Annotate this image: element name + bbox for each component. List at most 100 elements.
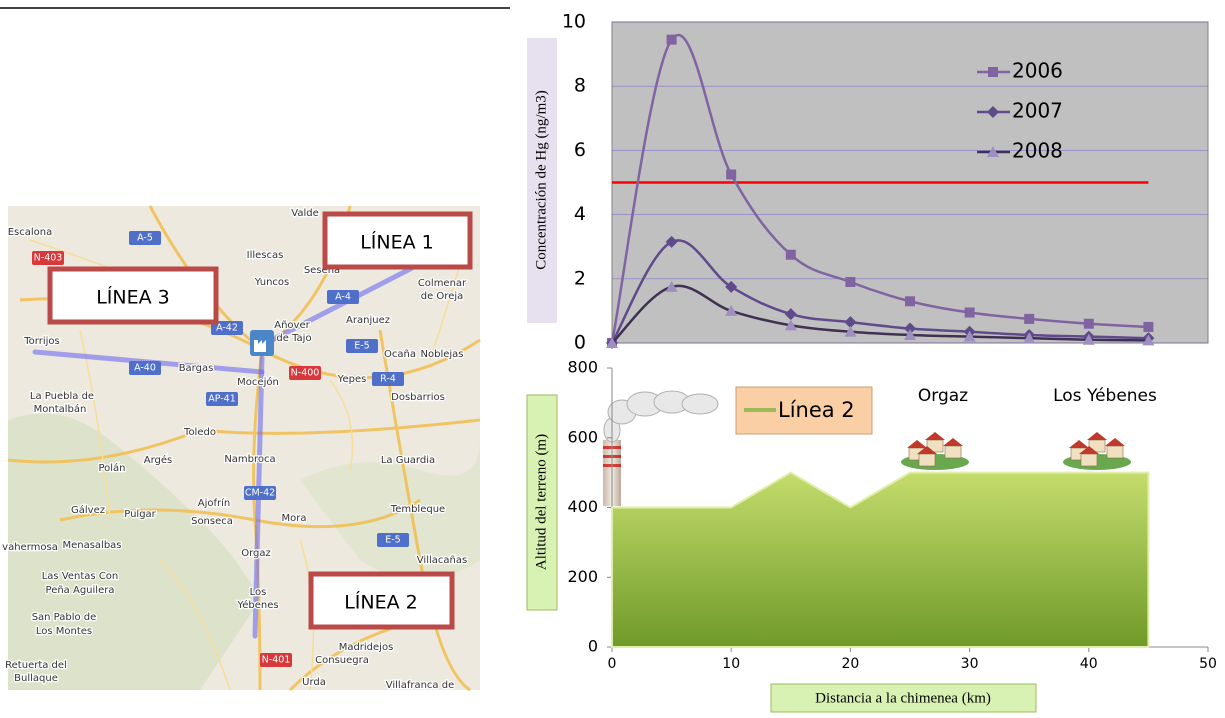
map-label: Valde (291, 208, 318, 219)
road-shield-label: R-4 (380, 374, 396, 385)
house-roof (925, 432, 945, 440)
y-axis-label: Altitud del terreno (m) (533, 434, 549, 570)
marker (965, 308, 975, 318)
map-label: Menasalbas (62, 540, 121, 551)
marker (1143, 322, 1153, 332)
marker (845, 277, 855, 287)
road-shield-label: N-401 (262, 655, 291, 666)
road-shield: E-5 (377, 533, 409, 547)
map-label: Peña Aguilera (46, 585, 115, 596)
legend-label: 2006 (1012, 59, 1063, 83)
map-label: Nambroca (224, 454, 275, 465)
line-label: LÍNEA 2 (344, 591, 418, 614)
road-shield-label: CM-42 (245, 488, 275, 499)
house-roof (907, 440, 927, 448)
y-tick-label: 4 (574, 203, 586, 225)
map-label: Bargas (179, 363, 214, 374)
map-label: de Oreja (421, 291, 464, 302)
x-tick-label: 40 (1080, 656, 1098, 672)
road-shield: N-403 (32, 251, 64, 265)
map-label: La Guardia (381, 455, 435, 466)
legend-label: 2007 (1012, 99, 1063, 123)
marker (667, 35, 677, 45)
map-label: Escalona (8, 227, 53, 238)
road-shield-label: AP-41 (208, 394, 236, 405)
y-axis-label: Concentración de Hg (ng/m3) (533, 90, 549, 270)
x-tick-label: 10 (722, 656, 740, 672)
x-axis-label: Distancia a la chimenea (km) (815, 690, 991, 706)
road-shield-label: A-42 (216, 323, 238, 334)
line-label: LÍNEA 1 (360, 231, 434, 254)
road-shield: CM-42 (244, 486, 276, 500)
road-shield: A-5 (129, 231, 161, 245)
map-label: Argés (144, 454, 173, 466)
map-label: Ocaña (384, 349, 416, 360)
map-label: Los (250, 587, 267, 598)
house-roof (943, 438, 963, 446)
house-roof (1105, 438, 1125, 446)
y-tick-label: 8 (574, 75, 586, 97)
map-label: Noblejas (421, 349, 464, 360)
map-label: Gálvez (71, 504, 105, 516)
road-shield: N-400 (289, 366, 321, 380)
map-label: Las Ventas Con (42, 571, 119, 582)
village-icon (901, 432, 969, 470)
map-label: La Puebla de (30, 391, 94, 402)
map-label: Yepes (337, 374, 367, 385)
y-tick-label: 0 (574, 332, 586, 354)
map-label: Yébenes (236, 599, 278, 611)
map-label: Montalbán (34, 403, 87, 415)
y-tick-label: 10 (562, 11, 586, 33)
road-shield-label: N-403 (34, 253, 63, 264)
y-tick-label: 800 (567, 358, 598, 377)
road-shield-label: A-40 (134, 363, 156, 374)
map-label: de Tajo (276, 333, 311, 344)
road-shield-label: E-5 (385, 535, 400, 546)
area (612, 473, 1148, 647)
map-label: Villafranca de (386, 680, 455, 691)
map-label: Mocejón (237, 376, 279, 388)
marker (786, 250, 796, 260)
map-label: Los Montes (36, 626, 92, 637)
marker (1024, 314, 1034, 324)
road-shield-label: N-400 (291, 368, 320, 379)
map-label: Dosbarrios (391, 392, 445, 403)
map-label: Villacañas (417, 555, 467, 566)
marker (1084, 319, 1094, 329)
y-tick-label: 600 (567, 427, 598, 446)
map-label: Pulgar (124, 509, 156, 520)
marker (726, 169, 736, 179)
map-label: Colmenar (418, 278, 467, 289)
map-label: Mora (282, 513, 307, 524)
map-label: Yuncos (254, 277, 289, 288)
map-label: Retuerta del (5, 660, 67, 671)
road-shield: A-4 (327, 290, 359, 304)
x-tick-label: 20 (841, 656, 859, 672)
legend-label: Línea 2 (778, 398, 855, 422)
road-shield-label: A-4 (335, 292, 351, 303)
house-wall (1107, 446, 1123, 458)
road-shield: R-4 (372, 372, 404, 386)
house-roof (1087, 432, 1107, 440)
legend-label: 2008 (1012, 139, 1063, 163)
map-label: vahermosa (2, 542, 58, 553)
map-label: Toledo (183, 427, 216, 438)
house-wall (945, 446, 961, 458)
x-tick-label: 30 (961, 656, 979, 672)
house-wall (919, 454, 935, 466)
map-label: Añover (274, 320, 310, 331)
village-icon (1063, 432, 1131, 470)
road-shield-label: E-5 (354, 341, 369, 352)
road-shield: A-40 (129, 361, 161, 375)
map-label: Polán (98, 462, 125, 474)
road-shield-label: A-5 (137, 233, 153, 244)
house-roof (1069, 440, 1089, 448)
y-tick-label: 6 (574, 139, 586, 161)
x-tick-label: 0 (608, 656, 617, 672)
map-label: Torrijos (23, 336, 59, 347)
road-shield: AP-41 (206, 392, 238, 406)
annotation: Orgaz (918, 386, 968, 406)
map-label: Madridejos (339, 642, 394, 653)
house-wall (1081, 454, 1097, 466)
